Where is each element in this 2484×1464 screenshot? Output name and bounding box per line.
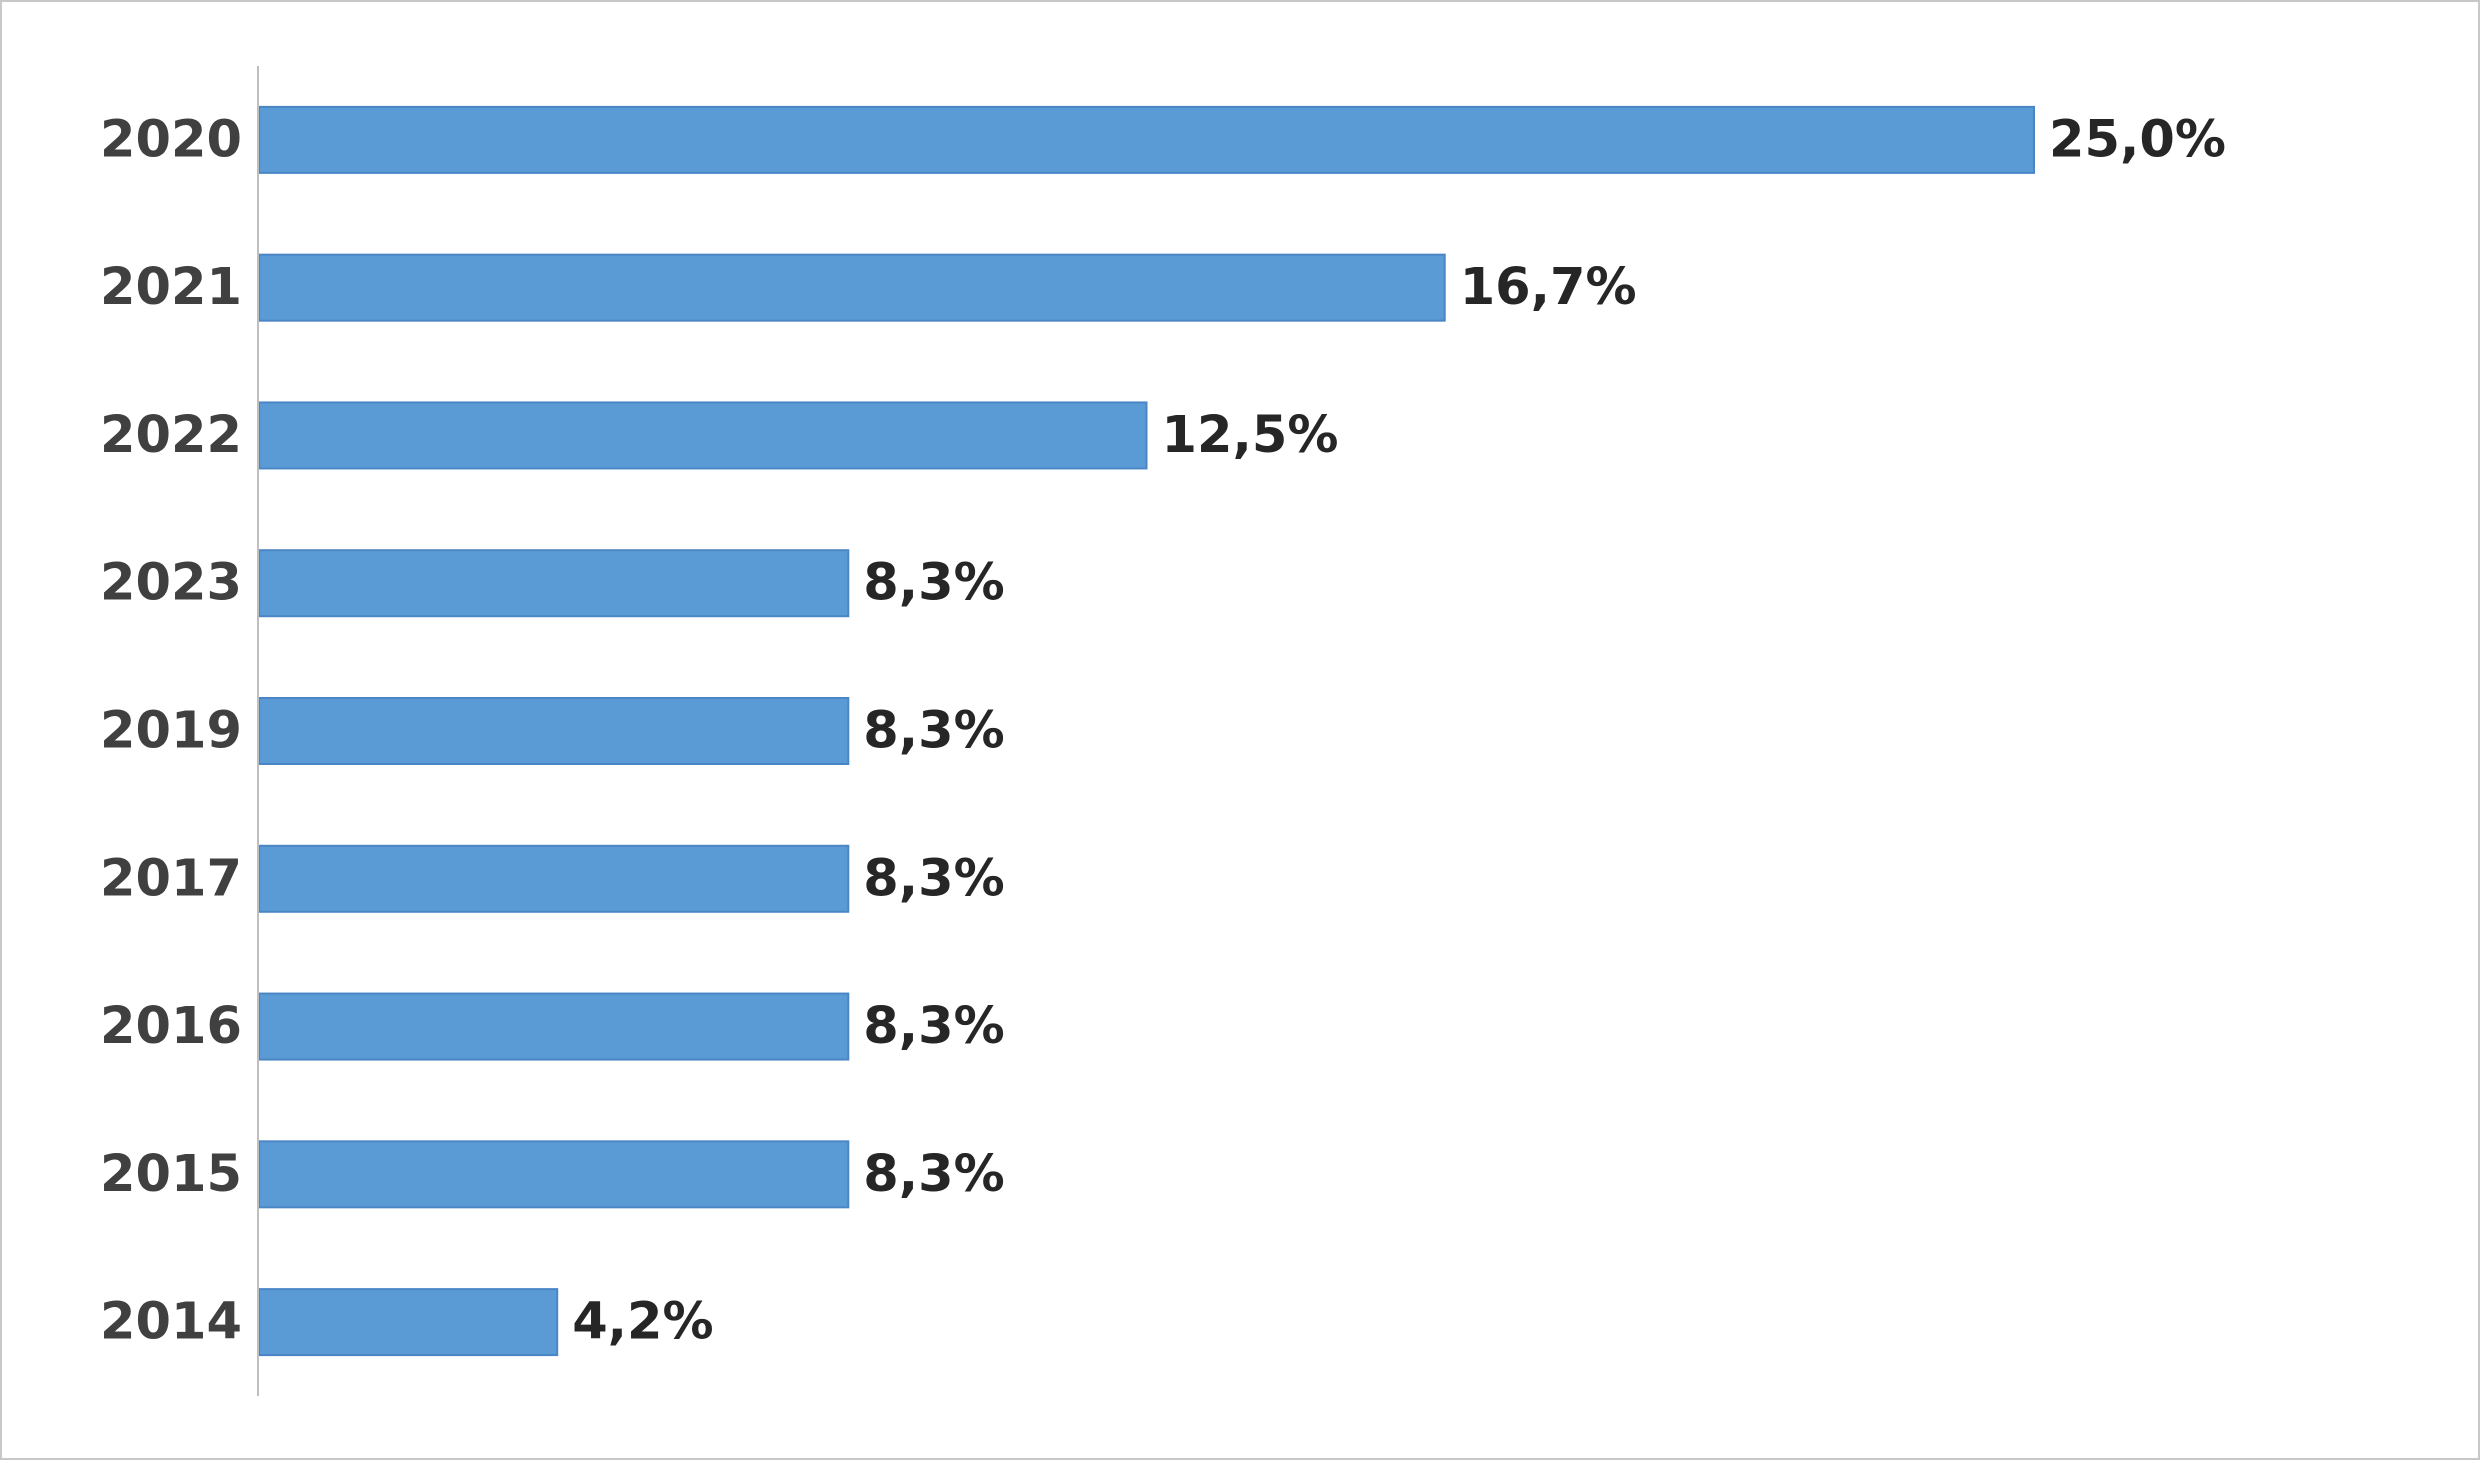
- value-label-2017: 8,3%: [863, 849, 1004, 908]
- bar-2014: [258, 1288, 559, 1357]
- bar-2016: [258, 992, 850, 1061]
- bars-layer: [258, 105, 2035, 1357]
- value-label-2023: 8,3%: [863, 554, 1004, 613]
- value-label-2015: 8,3%: [863, 1145, 1004, 1204]
- labels-layer: 2020 25,0% 2021 16,7% 2022 12,5% 2023 8,3% 2019 8…: [100, 110, 2226, 1351]
- category-label-2016: 2016: [100, 997, 242, 1056]
- category-label-2023: 2023: [100, 554, 242, 613]
- bar-2021: [258, 253, 1446, 322]
- value-label-2020: 25,0%: [2049, 110, 2226, 169]
- category-label-2020: 2020: [100, 110, 242, 169]
- category-label-2014: 2014: [100, 1293, 242, 1352]
- category-label-2015: 2015: [100, 1145, 242, 1204]
- bar-2017: [258, 844, 850, 913]
- category-label-2017: 2017: [100, 849, 242, 908]
- value-label-2014: 4,2%: [572, 1293, 713, 1352]
- bar-2020: [258, 105, 2035, 174]
- bar-2019: [258, 697, 850, 765]
- value-label-2021: 16,7%: [1460, 258, 1637, 317]
- bar-2015: [258, 1140, 850, 1209]
- value-label-2022: 12,5%: [1162, 406, 1339, 465]
- category-label-2022: 2022: [100, 406, 242, 465]
- value-label-2019: 8,3%: [863, 702, 1004, 761]
- value-label-2016: 8,3%: [863, 997, 1004, 1056]
- category-label-2019: 2019: [100, 702, 242, 761]
- bar-2023: [258, 549, 850, 618]
- bar-2022: [258, 401, 1148, 470]
- category-label-2021: 2021: [100, 258, 242, 317]
